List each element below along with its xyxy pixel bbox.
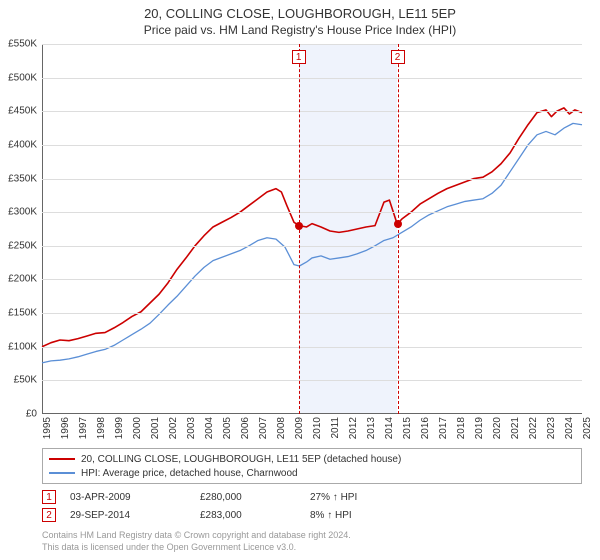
x-axis-tick-label: 2008: [276, 417, 287, 439]
event-date: 29-SEP-2014: [70, 510, 200, 521]
x-axis-tick-label: 2013: [366, 417, 377, 439]
event-delta: 27% ↑ HPI: [310, 492, 410, 503]
legend-swatch: [49, 458, 75, 460]
event-price-marker: [295, 222, 303, 230]
x-axis-tick-label: 1999: [114, 417, 125, 439]
legend-swatch: [49, 472, 75, 474]
event-row: 1 03-APR-2009£280,00027% ↑ HPI: [42, 488, 410, 506]
x-axis-tick-label: 2011: [330, 417, 341, 439]
x-axis-tick-label: 2016: [420, 417, 431, 439]
x-axis-tick-label: 2003: [186, 417, 197, 439]
event-price: £280,000: [200, 492, 310, 503]
x-axis-tick-label: 1998: [96, 417, 107, 439]
footer-attribution: Contains HM Land Registry data © Crown c…: [42, 530, 351, 553]
x-axis-tick-label: 2006: [240, 417, 251, 439]
y-axis-tick-label: £100K: [8, 341, 37, 352]
x-axis-tick-label: 2012: [348, 417, 359, 439]
x-axis-tick-label: 2002: [168, 417, 179, 439]
x-axis-tick-label: 2020: [492, 417, 503, 439]
event-price: £283,000: [200, 510, 310, 521]
event-price-marker: [394, 220, 402, 228]
chart-container: 20, COLLING CLOSE, LOUGHBOROUGH, LE11 5E…: [0, 0, 600, 560]
y-axis-tick-label: £150K: [8, 308, 37, 319]
x-axis-tick-label: 2001: [150, 417, 161, 439]
event-badge: 2: [391, 50, 405, 64]
x-axis-tick-label: 2023: [546, 417, 557, 439]
y-axis-tick-label: £450K: [8, 106, 37, 117]
series-hpi: [42, 123, 582, 362]
legend: 20, COLLING CLOSE, LOUGHBOROUGH, LE11 5E…: [42, 448, 582, 484]
x-axis-tick-label: 1996: [60, 417, 71, 439]
y-axis-tick-label: £0: [26, 409, 37, 420]
gridline: [42, 78, 582, 79]
footer-line: Contains HM Land Registry data © Crown c…: [42, 530, 351, 542]
events-table: 1 03-APR-2009£280,00027% ↑ HPI 2 29-SEP-201…: [42, 488, 410, 524]
gridline: [42, 212, 582, 213]
series-price_paid: [42, 108, 582, 347]
legend-label: 20, COLLING CLOSE, LOUGHBOROUGH, LE11 5E…: [81, 454, 401, 465]
legend-item: 20, COLLING CLOSE, LOUGHBOROUGH, LE11 5E…: [49, 452, 575, 466]
y-axis-tick-label: £550K: [8, 39, 37, 50]
y-axis-tick-label: £350K: [8, 173, 37, 184]
x-axis-tick-label: 2017: [438, 417, 449, 439]
x-axis-tick-label: 2024: [564, 417, 575, 439]
event-badge-icon: 1: [42, 490, 56, 504]
gridline: [42, 246, 582, 247]
chart-title: 20, COLLING CLOSE, LOUGHBOROUGH, LE11 5E…: [0, 6, 600, 21]
event-vline: [398, 44, 399, 414]
x-axis-tick-label: 2015: [402, 417, 413, 439]
gridline: [42, 111, 582, 112]
gridline: [42, 279, 582, 280]
footer-line: This data is licensed under the Open Gov…: [42, 542, 351, 554]
gridline: [42, 313, 582, 314]
y-axis-tick-label: £500K: [8, 72, 37, 83]
x-axis-tick-label: 2025: [582, 417, 593, 439]
gridline: [42, 347, 582, 348]
event-delta: 8% ↑ HPI: [310, 510, 410, 521]
x-axis-tick-label: 2018: [456, 417, 467, 439]
x-axis-tick-label: 2007: [258, 417, 269, 439]
event-date: 03-APR-2009: [70, 492, 200, 503]
plot-area: £0£50K£100K£150K£200K£250K£300K£350K£400…: [42, 44, 582, 414]
x-axis-tick-label: 2019: [474, 417, 485, 439]
x-axis-tick-label: 1995: [42, 417, 53, 439]
x-axis-tick-label: 2021: [510, 417, 521, 439]
chart-subtitle: Price paid vs. HM Land Registry's House …: [0, 23, 600, 37]
event-badge-icon: 2: [42, 508, 56, 522]
y-axis-tick-label: £300K: [8, 207, 37, 218]
legend-item: HPI: Average price, detached house, Char…: [49, 466, 575, 480]
x-axis-tick-label: 2005: [222, 417, 233, 439]
x-axis-tick-label: 2022: [528, 417, 539, 439]
y-axis-tick-label: £400K: [8, 139, 37, 150]
gridline: [42, 44, 582, 45]
title-block: 20, COLLING CLOSE, LOUGHBOROUGH, LE11 5E…: [0, 0, 600, 37]
x-axis-tick-label: 2010: [312, 417, 323, 439]
x-axis-tick-label: 2014: [384, 417, 395, 439]
gridline: [42, 179, 582, 180]
x-axis-tick-label: 2004: [204, 417, 215, 439]
line-series-layer: [42, 44, 582, 414]
gridline: [42, 380, 582, 381]
event-row: 2 29-SEP-2014£283,0008% ↑ HPI: [42, 506, 410, 524]
y-axis-tick-label: £200K: [8, 274, 37, 285]
x-axis-tick-label: 2000: [132, 417, 143, 439]
event-badge: 1: [292, 50, 306, 64]
gridline: [42, 145, 582, 146]
x-axis-tick-label: 1997: [78, 417, 89, 439]
y-axis-tick-label: £250K: [8, 240, 37, 251]
x-axis-tick-label: 2009: [294, 417, 305, 439]
legend-label: HPI: Average price, detached house, Char…: [81, 468, 298, 479]
y-axis-tick-label: £50K: [14, 375, 37, 386]
